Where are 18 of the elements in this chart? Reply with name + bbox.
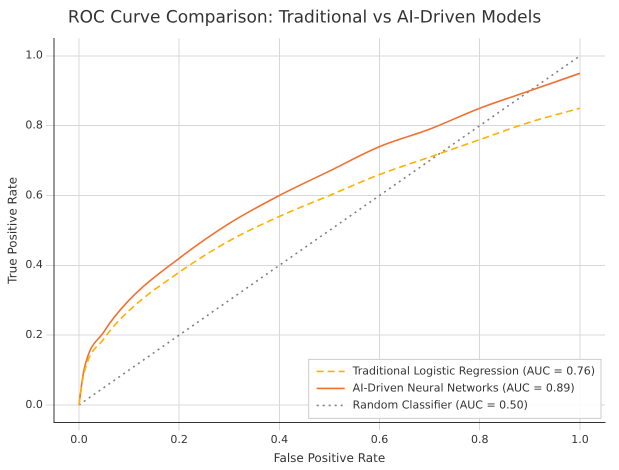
x-tick-label: 0.2	[170, 432, 188, 446]
legend-label: AI-Driven Neural Networks (AUC = 0.89)	[352, 381, 575, 394]
x-tick-label: 0.8	[471, 432, 488, 446]
chart-title: ROC Curve Comparison: Traditional vs AI-Driven Models	[68, 8, 542, 28]
legend-label: Random Classifier (AUC = 0.50)	[352, 398, 528, 412]
x-tick-label: 1.0	[571, 432, 589, 446]
y-tick-label: 0.2	[25, 328, 43, 341]
y-tick-label: 0.4	[25, 258, 43, 272]
legend-label: Traditional Logistic Regression (AUC = 0.76)	[352, 364, 596, 378]
y-tick-label: 1.0	[25, 48, 43, 62]
y-tick-label: 0.0	[25, 398, 43, 411]
y-tick-label: 0.8	[25, 118, 43, 132]
y-axis-title: True Positive Rate	[5, 176, 20, 285]
x-axis-title: False Positive Rate	[274, 450, 386, 465]
y-tick-label: 0.6	[25, 188, 43, 202]
x-tick-label: 0.0	[70, 432, 88, 446]
x-tick-label: 0.6	[370, 432, 388, 446]
x-tick-label: 0.4	[270, 432, 288, 446]
